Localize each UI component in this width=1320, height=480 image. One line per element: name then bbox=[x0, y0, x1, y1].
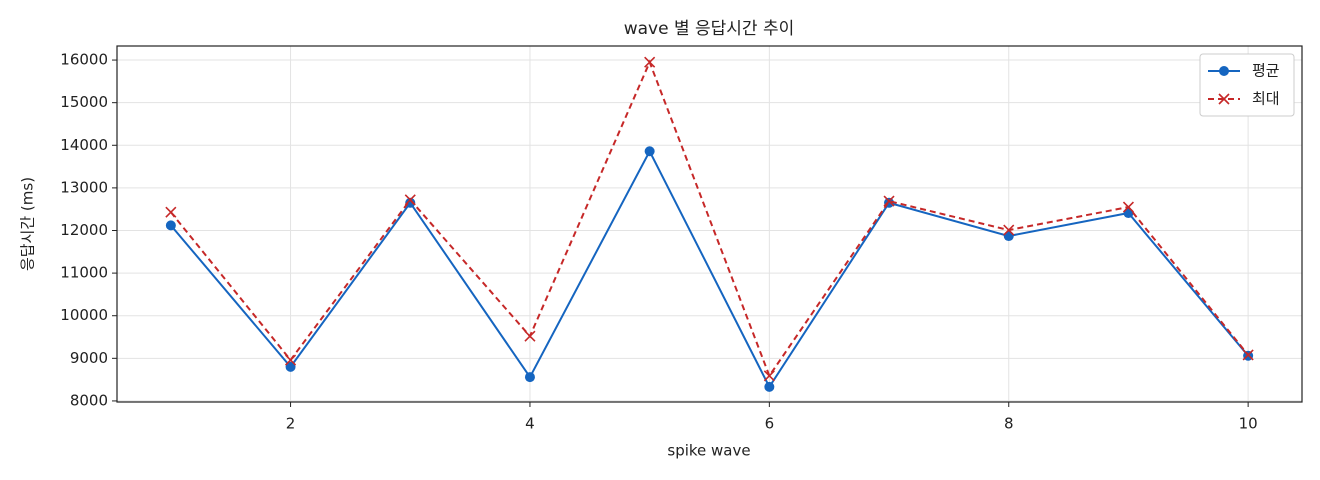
y-tick-label: 10000 bbox=[60, 306, 108, 324]
marker bbox=[165, 206, 177, 218]
x-axis-label: spike wave bbox=[667, 442, 750, 460]
marker bbox=[404, 194, 416, 206]
marker bbox=[165, 220, 176, 231]
marker bbox=[1219, 66, 1229, 76]
y-tick-label: 16000 bbox=[60, 51, 108, 69]
marker bbox=[1003, 224, 1015, 236]
legend-label: 평균 bbox=[1252, 62, 1280, 80]
marker bbox=[763, 370, 775, 382]
y-tick-label: 11000 bbox=[60, 264, 108, 282]
y-tick-label: 13000 bbox=[60, 178, 108, 196]
x-tick-label: 10 bbox=[1239, 415, 1258, 433]
marker bbox=[644, 146, 655, 157]
y-tick-label: 15000 bbox=[60, 93, 108, 111]
y-tick-label: 8000 bbox=[70, 391, 108, 409]
marker bbox=[883, 195, 895, 207]
marker bbox=[644, 56, 656, 68]
x-tick-label: 4 bbox=[525, 415, 535, 433]
marker bbox=[285, 361, 296, 372]
marker bbox=[284, 354, 297, 366]
x-tick-label: 6 bbox=[765, 415, 775, 433]
marker bbox=[405, 197, 416, 208]
y-tick-label: 12000 bbox=[60, 221, 108, 239]
marker bbox=[764, 381, 775, 392]
marker bbox=[524, 330, 536, 342]
plot-frame bbox=[116, 45, 1303, 403]
marker bbox=[524, 372, 535, 383]
y-tick-label: 14000 bbox=[60, 136, 108, 154]
legend-label: 최대 bbox=[1252, 90, 1280, 108]
marker bbox=[1218, 93, 1230, 105]
x-tick-label: 8 bbox=[1004, 415, 1014, 433]
series-line bbox=[170, 149, 1249, 389]
legend-box bbox=[1199, 53, 1295, 117]
marker bbox=[1242, 349, 1254, 361]
y-tick-label: 9000 bbox=[70, 349, 108, 367]
y-axis-label: 응답시간 (ms) bbox=[19, 177, 37, 271]
chart-title: wave 별 응답시간 추이 bbox=[624, 19, 795, 39]
marker bbox=[1122, 201, 1135, 213]
x-tick-label: 2 bbox=[286, 415, 296, 433]
series-line bbox=[170, 59, 1249, 378]
